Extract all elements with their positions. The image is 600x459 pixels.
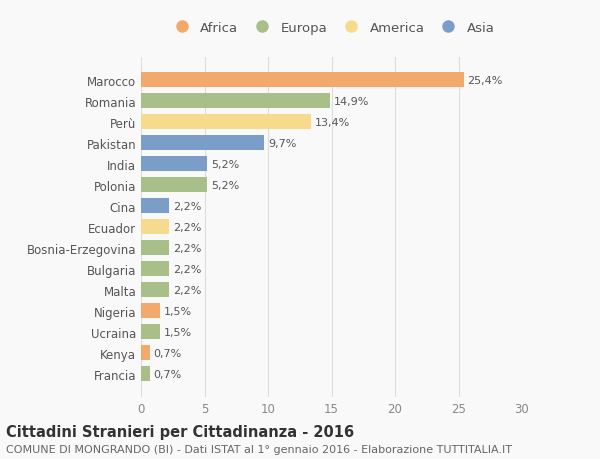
Text: 2,2%: 2,2% [173, 264, 201, 274]
Bar [141, 73, 464, 88]
Bar [141, 241, 169, 256]
Bar [141, 136, 264, 151]
Text: COMUNE DI MONGRANDO (BI) - Dati ISTAT al 1° gennaio 2016 - Elaborazione TUTTITAL: COMUNE DI MONGRANDO (BI) - Dati ISTAT al… [6, 444, 512, 454]
Text: 9,7%: 9,7% [268, 138, 296, 148]
Text: 0,7%: 0,7% [154, 348, 182, 358]
Bar [141, 283, 169, 298]
Bar [141, 366, 150, 381]
Text: 25,4%: 25,4% [467, 75, 503, 85]
Bar [141, 346, 150, 361]
Text: 2,2%: 2,2% [173, 222, 201, 232]
Bar [141, 303, 160, 319]
Bar [141, 325, 160, 340]
Bar [141, 220, 169, 235]
Text: Cittadini Stranieri per Cittadinanza - 2016: Cittadini Stranieri per Cittadinanza - 2… [6, 425, 354, 440]
Text: 2,2%: 2,2% [173, 201, 201, 211]
Legend: Africa, Europa, America, Asia: Africa, Europa, America, Asia [163, 17, 500, 40]
Bar [141, 262, 169, 277]
Text: 2,2%: 2,2% [173, 243, 201, 253]
Text: 5,2%: 5,2% [211, 159, 239, 169]
Text: 5,2%: 5,2% [211, 180, 239, 190]
Text: 2,2%: 2,2% [173, 285, 201, 295]
Bar [141, 199, 169, 214]
Bar [141, 157, 207, 172]
Bar [141, 178, 207, 193]
Bar [141, 94, 330, 109]
Text: 13,4%: 13,4% [315, 118, 350, 127]
Text: 1,5%: 1,5% [164, 327, 192, 337]
Text: 0,7%: 0,7% [154, 369, 182, 379]
Text: 1,5%: 1,5% [164, 306, 192, 316]
Bar [141, 115, 311, 130]
Text: 14,9%: 14,9% [334, 96, 370, 106]
